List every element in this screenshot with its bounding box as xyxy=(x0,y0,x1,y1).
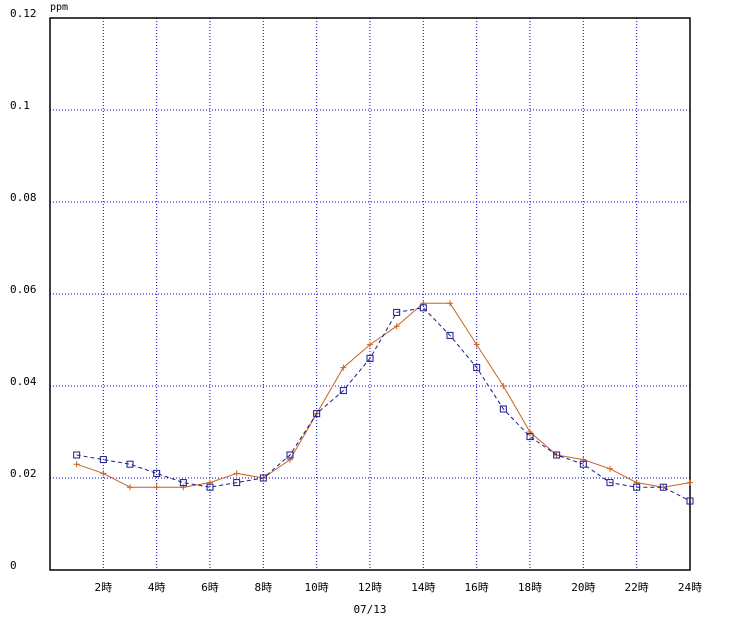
x-tick-label: 22時 xyxy=(625,581,649,594)
marker xyxy=(179,479,187,487)
y-tick-label: 0.12 xyxy=(10,7,37,20)
marker xyxy=(606,479,614,487)
x-tick-label: 2時 xyxy=(95,581,113,594)
x-tick-label: 14時 xyxy=(411,581,435,594)
marker xyxy=(447,300,453,307)
marker xyxy=(339,387,347,395)
marker xyxy=(446,331,454,339)
marker xyxy=(473,364,481,372)
x-tick-label: 8時 xyxy=(255,581,273,594)
y-tick-label: 0.02 xyxy=(10,467,37,480)
marker xyxy=(313,410,321,418)
plot-frame xyxy=(49,17,691,571)
marker xyxy=(393,308,401,316)
marker xyxy=(366,354,374,362)
marker xyxy=(499,405,507,413)
x-axis-label: 07/13 xyxy=(353,603,386,616)
marker xyxy=(393,323,400,330)
x-tick-label: 18時 xyxy=(518,581,542,594)
series-line xyxy=(76,307,691,502)
y-tick-label: 0.04 xyxy=(10,375,37,388)
y-tick-label: 0 xyxy=(10,559,17,572)
marker xyxy=(233,470,240,477)
marker xyxy=(500,383,507,389)
marker xyxy=(526,433,534,441)
marker xyxy=(126,460,134,468)
series-line xyxy=(76,302,691,488)
marker xyxy=(153,469,161,477)
x-tick-label: 24時 xyxy=(678,581,702,594)
marker xyxy=(73,451,81,459)
marker xyxy=(473,341,480,348)
marker xyxy=(687,479,693,486)
marker xyxy=(127,484,133,491)
marker xyxy=(206,483,214,491)
marker xyxy=(367,341,373,348)
x-tick-label: 6時 xyxy=(201,581,219,594)
marker xyxy=(419,304,427,312)
y-tick-label: 0.06 xyxy=(10,283,37,296)
x-tick-label: 16時 xyxy=(465,581,489,594)
marker xyxy=(100,470,107,477)
y-unit: ppm xyxy=(50,2,68,13)
x-tick-label: 4時 xyxy=(148,581,166,594)
marker xyxy=(233,479,241,487)
x-tick-label: 20時 xyxy=(571,581,595,594)
marker xyxy=(633,483,641,491)
marker xyxy=(286,451,294,459)
y-tick-label: 0.1 xyxy=(10,99,30,112)
marker xyxy=(153,484,160,491)
x-tick-label: 12時 xyxy=(358,581,382,594)
marker xyxy=(259,474,267,482)
marker xyxy=(553,451,561,459)
x-tick-label: 10時 xyxy=(305,581,329,594)
marker xyxy=(659,483,667,491)
marker xyxy=(340,364,347,371)
marker xyxy=(73,461,80,468)
marker xyxy=(99,456,107,464)
y-tick-label: 0.08 xyxy=(10,191,37,204)
marker xyxy=(579,460,587,468)
marker xyxy=(686,497,694,505)
marker xyxy=(607,465,613,472)
